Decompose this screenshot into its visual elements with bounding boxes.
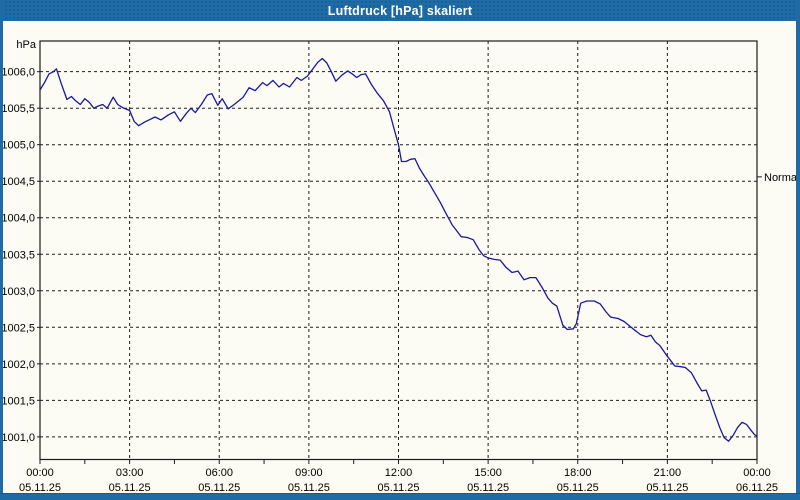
y-tick-label: 1003,0	[1, 286, 35, 298]
normal-marker-label: Normal	[764, 172, 799, 184]
y-tick-label: 1005,5	[1, 103, 35, 115]
y-tick-label: 1003,5	[1, 249, 35, 261]
x-tick-date-label: 05.11.25	[198, 482, 240, 494]
x-tick-time-label: 12:00	[385, 467, 413, 479]
x-tick-time-label: 03:00	[116, 467, 144, 479]
x-tick-date-label: 05.11.25	[19, 482, 61, 494]
x-tick-date-label: 06.11.25	[736, 482, 778, 494]
y-tick-label: 1001,0	[1, 432, 35, 444]
y-tick-label: 1004,5	[1, 176, 35, 188]
x-tick-time-label: 06:00	[205, 467, 233, 479]
x-tick-date-label: 05.11.25	[467, 482, 509, 494]
x-tick-date-label: 05.11.25	[646, 482, 688, 494]
window-title-bar[interactable]: Luftdruck [hPa] skaliert	[0, 0, 800, 21]
plot-border	[39, 40, 758, 461]
y-tick-label: 1004,0	[1, 213, 35, 225]
window-title: Luftdruck [hPa] skaliert	[327, 3, 473, 18]
x-tick-time-label: 00:00	[26, 467, 54, 479]
y-tick-label: 1002,0	[1, 359, 35, 371]
y-tick-label: 1006,0	[1, 67, 35, 79]
y-tick-label: 1005,0	[1, 140, 35, 152]
y-axis-unit-label: hPa	[16, 39, 36, 51]
x-tick-date-label: 05.11.25	[288, 482, 330, 494]
window-border-right	[796, 0, 800, 500]
y-tick-label: 1001,5	[1, 395, 35, 407]
x-tick-time-label: 09:00	[295, 467, 323, 479]
x-tick-date-label: 05.11.25	[557, 482, 599, 494]
x-tick-date-label: 05.11.25	[109, 482, 151, 494]
y-tick-label: 1002,5	[1, 322, 35, 334]
x-tick-time-label: 18:00	[564, 467, 592, 479]
x-tick-date-label: 05.11.25	[377, 482, 419, 494]
x-tick-time-label: 00:00	[743, 467, 771, 479]
x-tick-time-label: 15:00	[474, 467, 502, 479]
pressure-chart: 1006,0 1005,5 1005,0 1004,5 1004,0 1003,5 1003…	[1, 39, 799, 494]
window-border-left	[0, 0, 3, 500]
pressure-line-series	[39, 57, 758, 442]
x-tick-time-label: 21:00	[654, 467, 682, 479]
window-border-bottom	[0, 493, 800, 500]
